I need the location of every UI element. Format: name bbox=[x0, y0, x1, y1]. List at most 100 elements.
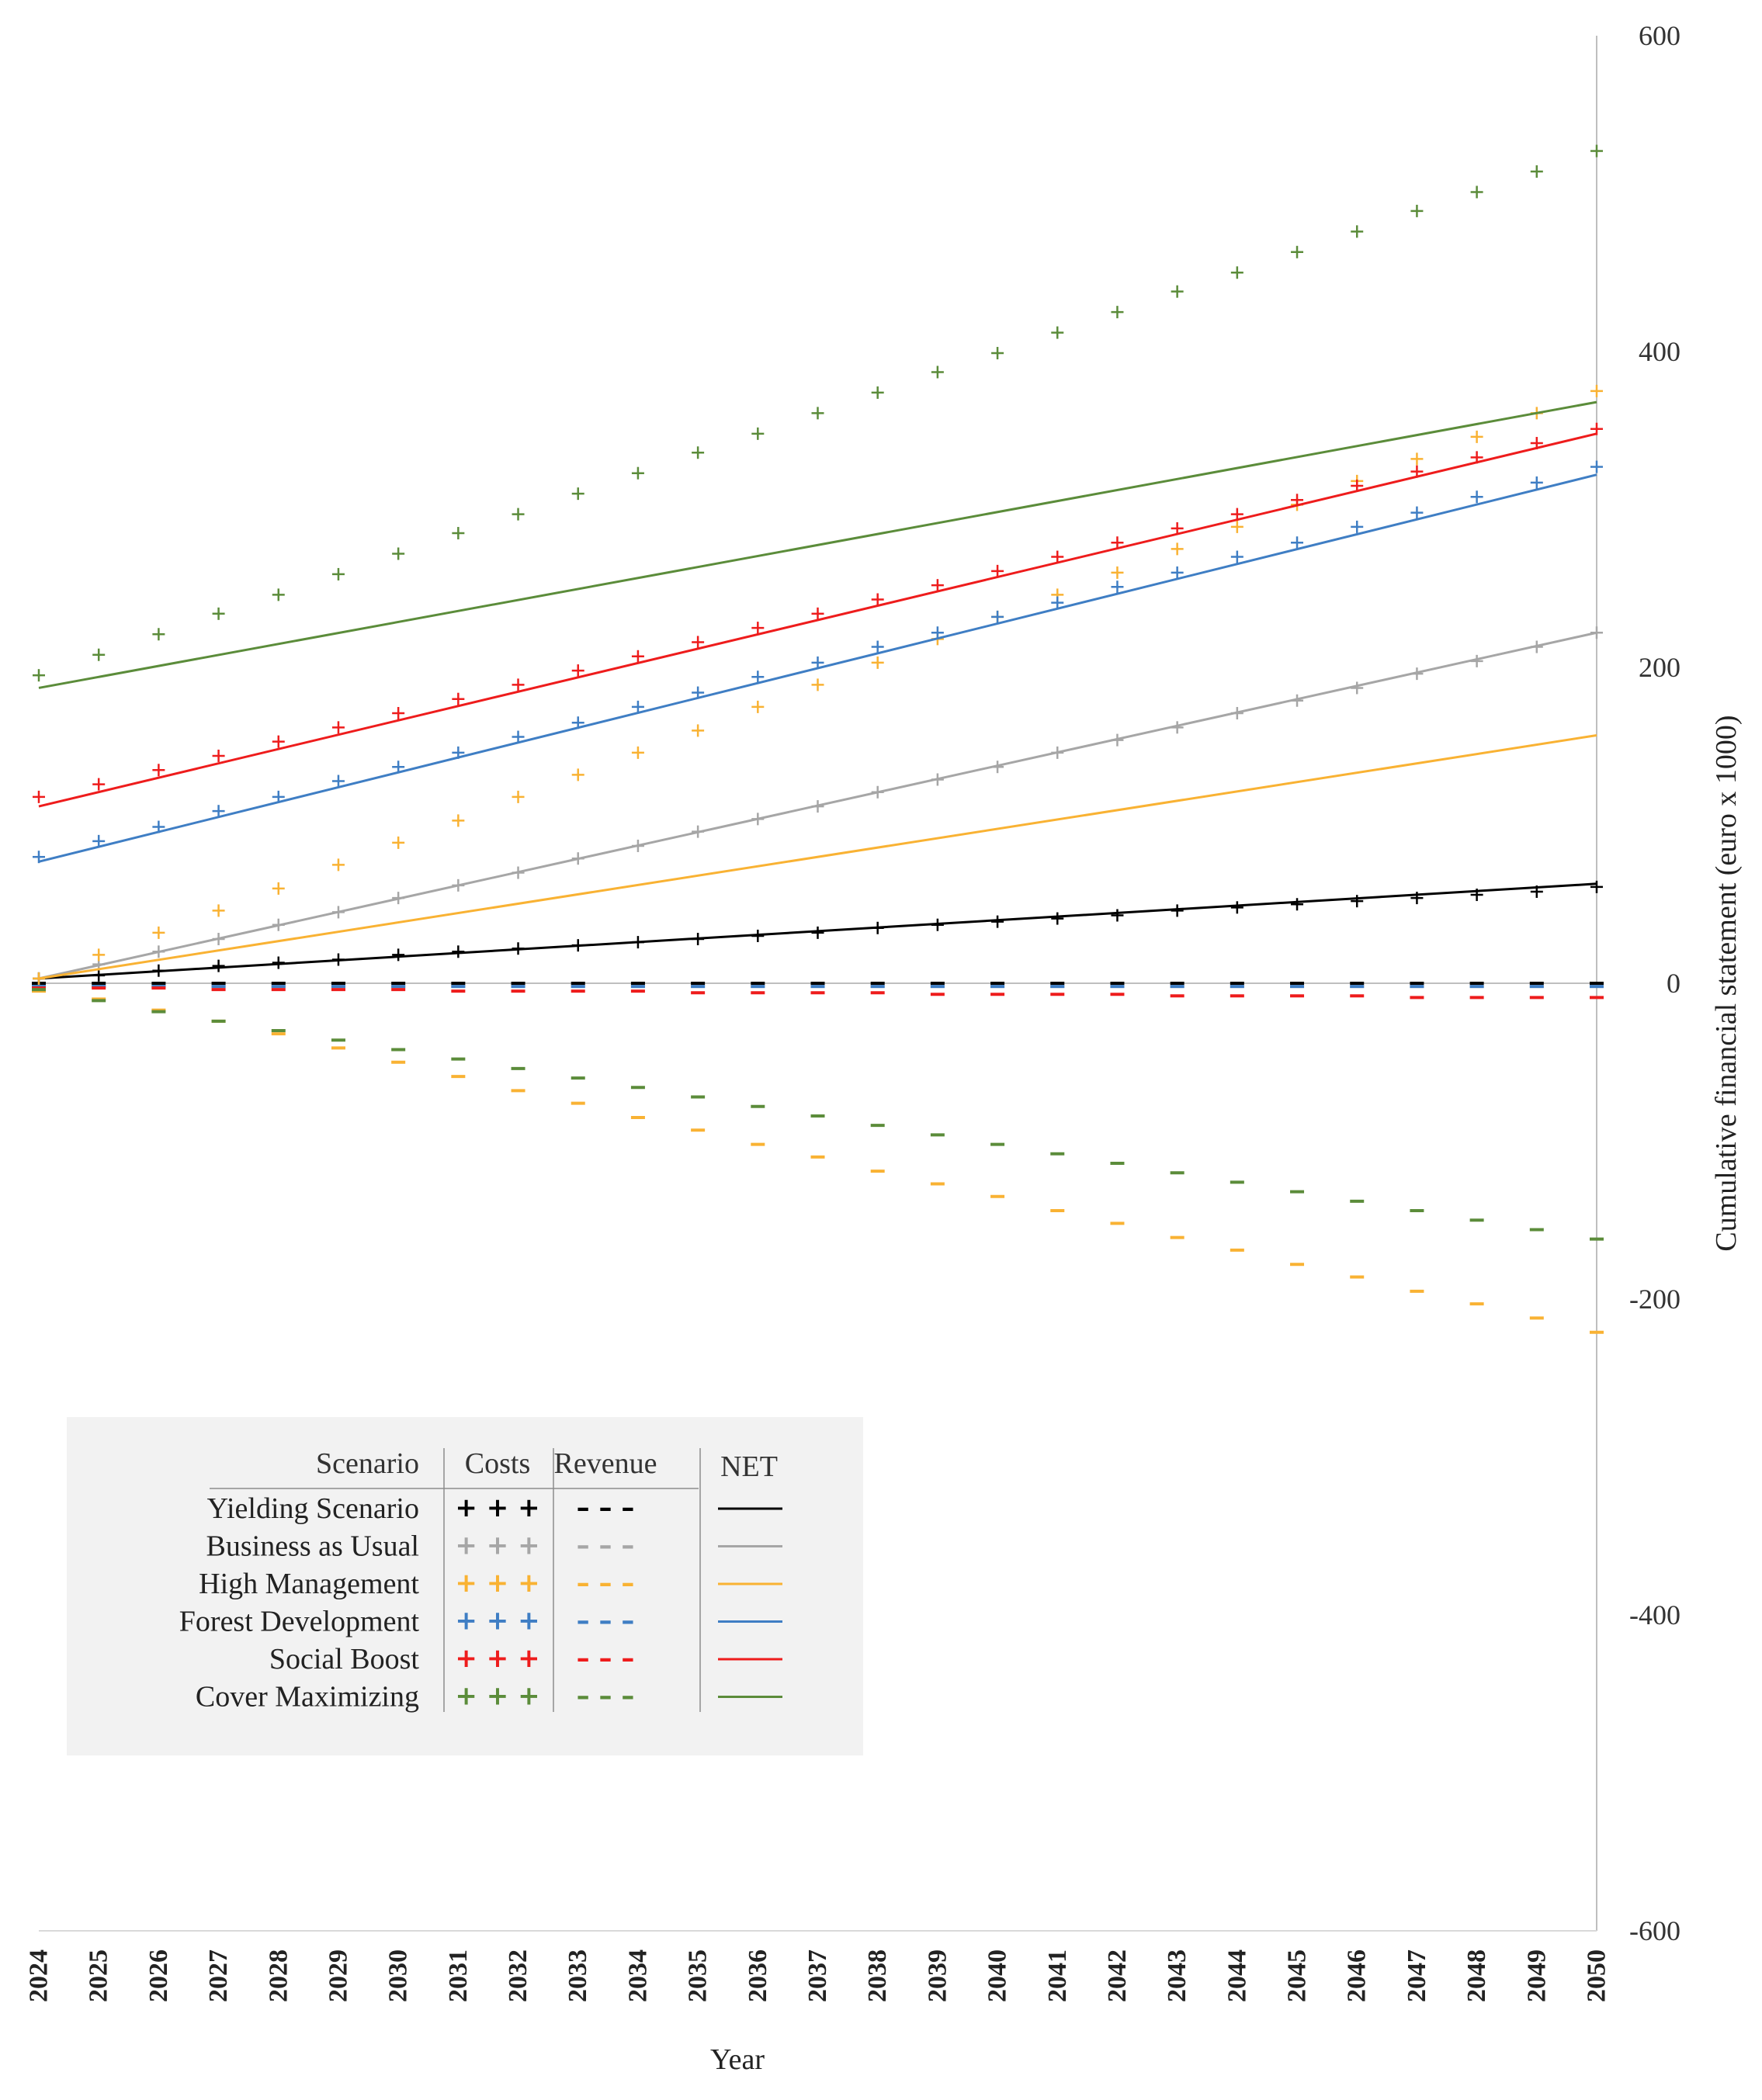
legend-costs-symbol: + + + bbox=[455, 1606, 539, 1637]
cost-point-high-management bbox=[212, 904, 225, 917]
x-tick-label: 2034 bbox=[623, 1949, 652, 2002]
cost-point-yielding-scenario bbox=[92, 969, 106, 982]
cost-point-business-as-usual bbox=[1410, 667, 1424, 681]
cost-point-social-boost bbox=[692, 636, 705, 649]
cost-point-forest-development bbox=[571, 716, 584, 729]
cost-point-cover-maximizing bbox=[512, 508, 525, 521]
cost-point-business-as-usual bbox=[1291, 694, 1304, 707]
cost-point-business-as-usual bbox=[331, 906, 345, 919]
x-tick-label: 2038 bbox=[863, 1949, 892, 2002]
cost-point-forest-development bbox=[1590, 460, 1603, 473]
x-tick-label: 2029 bbox=[324, 1949, 352, 2002]
cost-point-yielding-scenario bbox=[1590, 880, 1603, 893]
cost-point-forest-development bbox=[272, 790, 285, 803]
cost-point-business-as-usual bbox=[1111, 733, 1124, 747]
cost-point-social-boost bbox=[272, 735, 285, 748]
cost-point-high-management bbox=[751, 700, 765, 713]
x-tick-label: 2024 bbox=[25, 1949, 54, 2002]
x-tick-label: 2025 bbox=[85, 1949, 113, 2002]
legend-revenue-symbol: – – – bbox=[577, 1492, 635, 1523]
cost-point-social-boost bbox=[212, 749, 225, 762]
cost-point-forest-development bbox=[1111, 580, 1124, 594]
cost-point-yielding-scenario bbox=[212, 959, 225, 972]
cost-point-yielding-scenario bbox=[1171, 904, 1184, 917]
x-tick-label: 2037 bbox=[803, 1949, 832, 2002]
cost-point-high-management bbox=[452, 814, 465, 827]
y-tick-label: 600 bbox=[1639, 20, 1680, 51]
cost-point-forest-development bbox=[1470, 490, 1483, 504]
legend-revenue-symbol: – – – bbox=[577, 1530, 635, 1561]
legend-revenue-symbol: – – – bbox=[577, 1606, 635, 1637]
legend-label: Cover Maximizing bbox=[196, 1681, 419, 1714]
x-tick-label: 2042 bbox=[1103, 1949, 1132, 2002]
cost-point-high-management bbox=[512, 790, 525, 803]
cost-point-high-management bbox=[392, 836, 405, 849]
legend-revenue-symbol: – – – bbox=[577, 1568, 635, 1599]
legend-row-yielding-scenario: Yielding Scenario + + + – – – bbox=[207, 1492, 782, 1525]
net-line-cover-maximizing bbox=[38, 400, 1597, 689]
cost-point-business-as-usual bbox=[751, 813, 765, 826]
cost-point-yielding-scenario bbox=[1351, 895, 1364, 908]
cost-point-forest-development bbox=[1051, 596, 1064, 609]
cost-point-forest-development bbox=[871, 640, 884, 653]
cost-point-forest-development bbox=[1230, 550, 1243, 563]
cost-point-high-management bbox=[1470, 430, 1483, 443]
legend-row-forest-development: Forest Development + + + – – – bbox=[179, 1606, 782, 1638]
x-tick-label: 2027 bbox=[204, 1949, 233, 2002]
cost-point-business-as-usual bbox=[991, 761, 1004, 774]
cost-point-social-boost bbox=[931, 579, 944, 592]
legend-revenue-symbol: – – – bbox=[577, 1681, 635, 1712]
x-tick-label: 2049 bbox=[1522, 1949, 1551, 2002]
x-tick-label: 2047 bbox=[1403, 1949, 1431, 2002]
cost-point-forest-development bbox=[331, 775, 345, 788]
cost-point-yielding-scenario bbox=[1410, 892, 1424, 905]
legend-header-costs: Costs bbox=[465, 1447, 530, 1480]
cost-point-forest-development bbox=[1530, 476, 1543, 489]
cost-point-social-boost bbox=[392, 707, 405, 720]
cost-point-cover-maximizing bbox=[1051, 326, 1064, 339]
series-yielding-scenario bbox=[32, 880, 1604, 985]
cost-point-forest-development bbox=[92, 834, 106, 847]
legend-row-social-boost: Social Boost + + + – – – bbox=[269, 1643, 782, 1675]
cost-point-forest-development bbox=[1171, 566, 1184, 579]
y-tick-label: -200 bbox=[1629, 1284, 1680, 1315]
legend-label: Social Boost bbox=[269, 1643, 420, 1675]
cost-point-social-boost bbox=[631, 650, 644, 663]
cost-point-business-as-usual bbox=[152, 945, 165, 958]
legend-row-business-as-usual: Business as Usual + + + – – – bbox=[206, 1530, 782, 1563]
cost-point-cover-maximizing bbox=[1530, 165, 1543, 178]
cost-point-business-as-usual bbox=[1590, 626, 1603, 639]
cost-point-high-management bbox=[92, 948, 106, 962]
cost-point-social-boost bbox=[33, 790, 45, 803]
cost-point-yielding-scenario bbox=[1470, 889, 1483, 902]
cost-point-cover-maximizing bbox=[1410, 204, 1424, 217]
cost-point-yielding-scenario bbox=[152, 964, 165, 977]
cost-point-high-management bbox=[571, 768, 584, 781]
cost-point-business-as-usual bbox=[452, 878, 465, 892]
cost-point-yielding-scenario bbox=[931, 918, 944, 931]
cost-point-social-boost bbox=[1230, 508, 1243, 521]
legend-costs-symbol: + + + bbox=[455, 1530, 539, 1561]
x-tick-label: 2046 bbox=[1343, 1949, 1372, 2002]
x-tick-label: 2031 bbox=[444, 1949, 473, 2002]
x-tick-label: 2036 bbox=[744, 1949, 772, 2002]
cost-point-forest-development bbox=[392, 761, 405, 774]
cost-point-yielding-scenario bbox=[392, 948, 405, 962]
cost-point-high-management bbox=[272, 882, 285, 895]
cost-point-business-as-usual bbox=[811, 800, 824, 813]
cost-point-cover-maximizing bbox=[1291, 245, 1304, 258]
cost-point-cover-maximizing bbox=[1590, 144, 1603, 158]
net-line-high-management bbox=[38, 734, 1597, 980]
cost-point-yielding-scenario bbox=[272, 956, 285, 969]
legend-costs-symbol: + + + bbox=[455, 1643, 539, 1674]
x-tick-label: 2044 bbox=[1223, 1949, 1251, 2002]
cost-point-social-boost bbox=[452, 692, 465, 705]
cost-point-yielding-scenario bbox=[1291, 898, 1304, 911]
cost-point-yielding-scenario bbox=[692, 933, 705, 946]
cost-point-forest-development bbox=[452, 746, 465, 759]
cost-point-business-as-usual bbox=[931, 773, 944, 786]
cost-point-high-management bbox=[1410, 452, 1424, 466]
cost-point-yielding-scenario bbox=[811, 926, 824, 939]
cost-point-high-management bbox=[152, 926, 165, 939]
y-tick-label: 0 bbox=[1667, 968, 1680, 999]
